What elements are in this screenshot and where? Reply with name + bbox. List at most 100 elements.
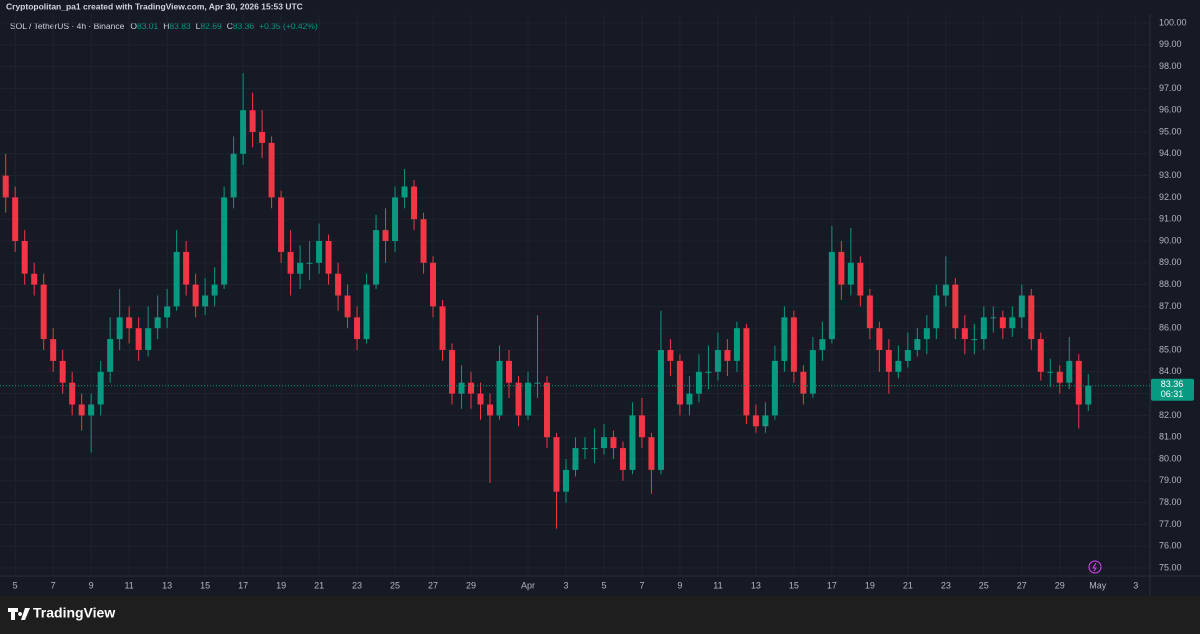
y-tick-label: 89.00 xyxy=(1159,257,1182,267)
candle-body xyxy=(116,317,123,340)
candle-body xyxy=(78,404,85,416)
candle-body xyxy=(1047,371,1054,373)
candle-body xyxy=(316,241,323,263)
candle-body xyxy=(335,273,342,296)
x-tick-label: 11 xyxy=(124,580,133,590)
candle-body xyxy=(88,404,95,416)
candle-body xyxy=(724,350,731,361)
event-icon[interactable] xyxy=(1088,560,1102,574)
candle-body xyxy=(287,251,294,274)
candle-body xyxy=(259,132,266,143)
candle-body xyxy=(411,186,418,220)
x-tick-label: 23 xyxy=(352,580,362,590)
y-tick-label: 92.00 xyxy=(1159,192,1182,202)
x-tick-label: 9 xyxy=(89,580,94,590)
candle-body xyxy=(107,339,114,372)
candle-body xyxy=(600,437,607,449)
y-tick-label: 86.00 xyxy=(1159,323,1182,333)
y-tick-label: 100.00 xyxy=(1159,17,1187,27)
candle-body xyxy=(344,295,351,318)
candle-body xyxy=(325,241,332,274)
y-tick-label: 81.00 xyxy=(1159,432,1182,442)
axes: 75.00 76.00 77.00 78.00 79.00 80.00 81.00 82.00… xyxy=(0,17,1194,590)
ohlc-value: 83.83 xyxy=(169,21,191,31)
y-tick-label: 76.00 xyxy=(1159,541,1182,551)
candle-body xyxy=(468,382,475,394)
candle-body xyxy=(942,284,949,296)
y-tick-label: 78.00 xyxy=(1159,497,1182,507)
ohlc-key: O xyxy=(130,21,137,31)
candle-body xyxy=(439,306,446,350)
candle-body xyxy=(192,284,199,307)
candle-body xyxy=(638,415,645,438)
candle-body xyxy=(126,317,133,329)
candle-body xyxy=(40,284,47,340)
tradingview-logo: TradingView xyxy=(8,605,115,621)
candle-body xyxy=(50,339,57,361)
candle-body xyxy=(477,393,484,405)
candle-body xyxy=(999,317,1006,329)
x-tick-label: 27 xyxy=(1017,580,1027,590)
y-tick-label: 75.00 xyxy=(1159,562,1182,572)
candle-body xyxy=(145,328,152,350)
candle-body xyxy=(354,317,361,340)
candle-body xyxy=(363,284,370,340)
y-tick-label: 84.00 xyxy=(1159,366,1182,376)
candle-body xyxy=(506,360,513,383)
x-tick-label: 29 xyxy=(1055,580,1065,590)
candle-body xyxy=(420,219,427,263)
logo-text: TradingView xyxy=(33,605,115,621)
x-tick-label: 29 xyxy=(466,580,476,590)
x-tick-label: 5 xyxy=(13,580,18,590)
y-tick-label: 82.00 xyxy=(1159,410,1182,420)
candle-body xyxy=(1009,317,1016,329)
candle-body xyxy=(629,415,636,470)
x-tick-label: 7 xyxy=(639,580,644,590)
change: +0.35 (+0.42%) xyxy=(259,21,318,31)
y-tick-label: 93.00 xyxy=(1159,170,1182,180)
x-tick-label: 21 xyxy=(903,580,913,590)
candle-body xyxy=(31,273,38,285)
candle-body xyxy=(762,415,769,427)
event-icon-bolt xyxy=(1092,562,1097,572)
candle-body xyxy=(866,295,873,329)
candle-body xyxy=(591,448,598,450)
candle-body xyxy=(534,382,541,384)
candle-body xyxy=(686,393,693,405)
y-tick-label: 90.00 xyxy=(1159,235,1182,245)
x-tick-label: 15 xyxy=(789,580,799,590)
candle-body xyxy=(240,110,247,154)
x-tick-label: 9 xyxy=(677,580,682,590)
candle-body xyxy=(1018,295,1025,318)
candle-body xyxy=(392,197,399,241)
ohlc-key: H xyxy=(163,21,169,31)
candle-body xyxy=(515,382,522,416)
y-tick-label: 87.00 xyxy=(1159,301,1182,311)
candle-body xyxy=(1037,339,1044,372)
x-tick-label: 5 xyxy=(601,580,606,590)
candle-body xyxy=(382,230,389,241)
symbol: SOL / TetherUS · 4h · Binance xyxy=(10,21,125,31)
candle-body xyxy=(430,262,437,307)
candle-body xyxy=(781,317,788,361)
x-tick-label: 17 xyxy=(827,580,837,590)
candle-body xyxy=(676,360,683,405)
candle-body xyxy=(543,382,550,438)
y-tick-label: 97.00 xyxy=(1159,83,1182,93)
x-tick-label: 3 xyxy=(1133,580,1138,590)
candle-body xyxy=(667,350,674,361)
x-tick-label: 25 xyxy=(390,580,400,590)
candle-body xyxy=(980,317,987,340)
candle-body xyxy=(800,371,807,394)
candle-body xyxy=(373,230,380,285)
x-tick-label: Apr xyxy=(521,580,535,590)
candle-body xyxy=(914,339,921,350)
candle-body xyxy=(933,295,940,329)
candle-body xyxy=(809,350,816,394)
candle-body xyxy=(249,110,256,132)
logo-mark xyxy=(8,608,30,620)
candle-body xyxy=(923,328,930,340)
x-tick-label: 17 xyxy=(238,580,248,590)
candle-body xyxy=(221,197,228,285)
